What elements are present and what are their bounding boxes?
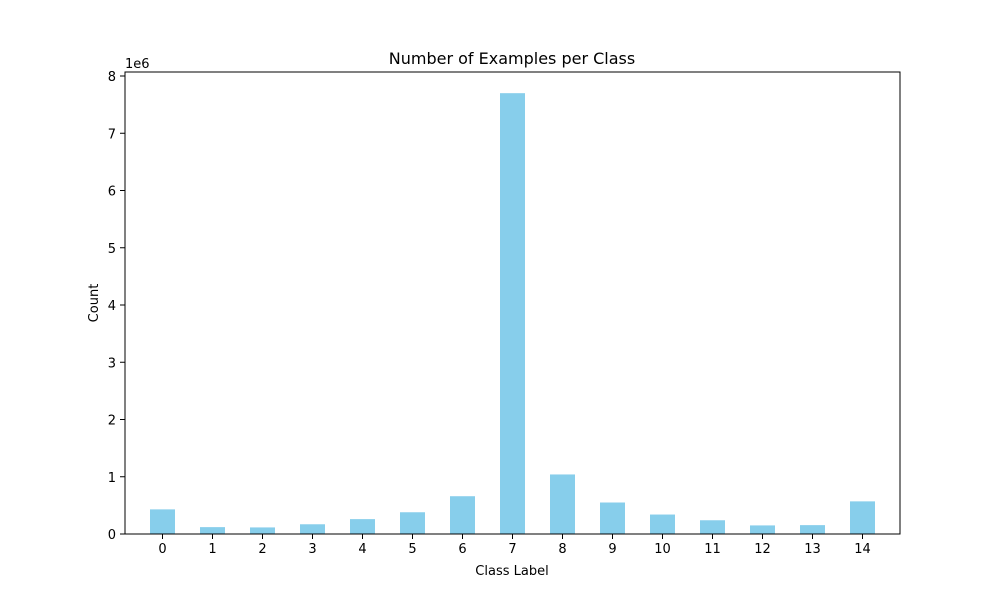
x-tick-label: 2 (258, 542, 266, 557)
bar-class-5 (400, 512, 425, 534)
bar-class-6 (450, 496, 475, 534)
x-tick-label: 4 (358, 542, 366, 557)
x-axis-label: Class Label (475, 564, 548, 579)
y-axis: 0 1 2 3 4 5 6 7 8 (108, 70, 125, 543)
bars-group (150, 93, 875, 535)
x-tick-label: 7 (508, 542, 516, 557)
bar-class-13 (800, 525, 825, 534)
y-axis-label: Count (87, 284, 102, 323)
x-tick-label: 3 (308, 542, 316, 557)
x-tick-label: 12 (754, 542, 771, 557)
y-tick-label: 1 (108, 471, 116, 486)
x-tick-label: 9 (608, 542, 616, 557)
x-tick-label: 1 (208, 542, 216, 557)
y-tick-label: 7 (108, 127, 116, 142)
x-tick-label: 6 (458, 542, 466, 557)
y-tick-label: 5 (108, 242, 116, 257)
y-tick-label: 3 (108, 356, 116, 371)
bar-class-14 (850, 501, 875, 534)
x-tick-label: 13 (804, 542, 821, 557)
x-tick-label: 0 (158, 542, 166, 557)
bar-class-8 (550, 474, 575, 534)
x-tick-label: 5 (408, 542, 416, 557)
y-tick-label: 6 (108, 185, 116, 200)
bar-class-12 (750, 525, 775, 534)
bar-class-9 (600, 502, 625, 534)
y-axis-offset-label: 1e6 (125, 57, 150, 72)
bar-class-0 (150, 509, 175, 534)
x-tick-label: 8 (558, 542, 566, 557)
bar-class-3 (300, 524, 325, 534)
bar-class-11 (700, 520, 725, 534)
bar-class-4 (350, 519, 375, 534)
chart-title: Number of Examples per Class (389, 49, 635, 68)
bar-class-7 (500, 93, 525, 535)
y-tick-label: 2 (108, 414, 116, 429)
x-tick-label: 14 (854, 542, 871, 557)
x-axis: 0 1 2 3 4 5 6 7 8 9 10 11 12 13 14 (158, 534, 871, 557)
x-tick-label: 11 (704, 542, 721, 557)
y-tick-label: 8 (108, 70, 116, 85)
bar-class-1 (200, 527, 225, 534)
x-tick-label: 10 (654, 542, 671, 557)
y-tick-label: 0 (108, 528, 116, 543)
y-tick-label: 4 (108, 299, 116, 314)
bar-class-10 (650, 514, 675, 534)
bar-class-2 (250, 527, 275, 534)
